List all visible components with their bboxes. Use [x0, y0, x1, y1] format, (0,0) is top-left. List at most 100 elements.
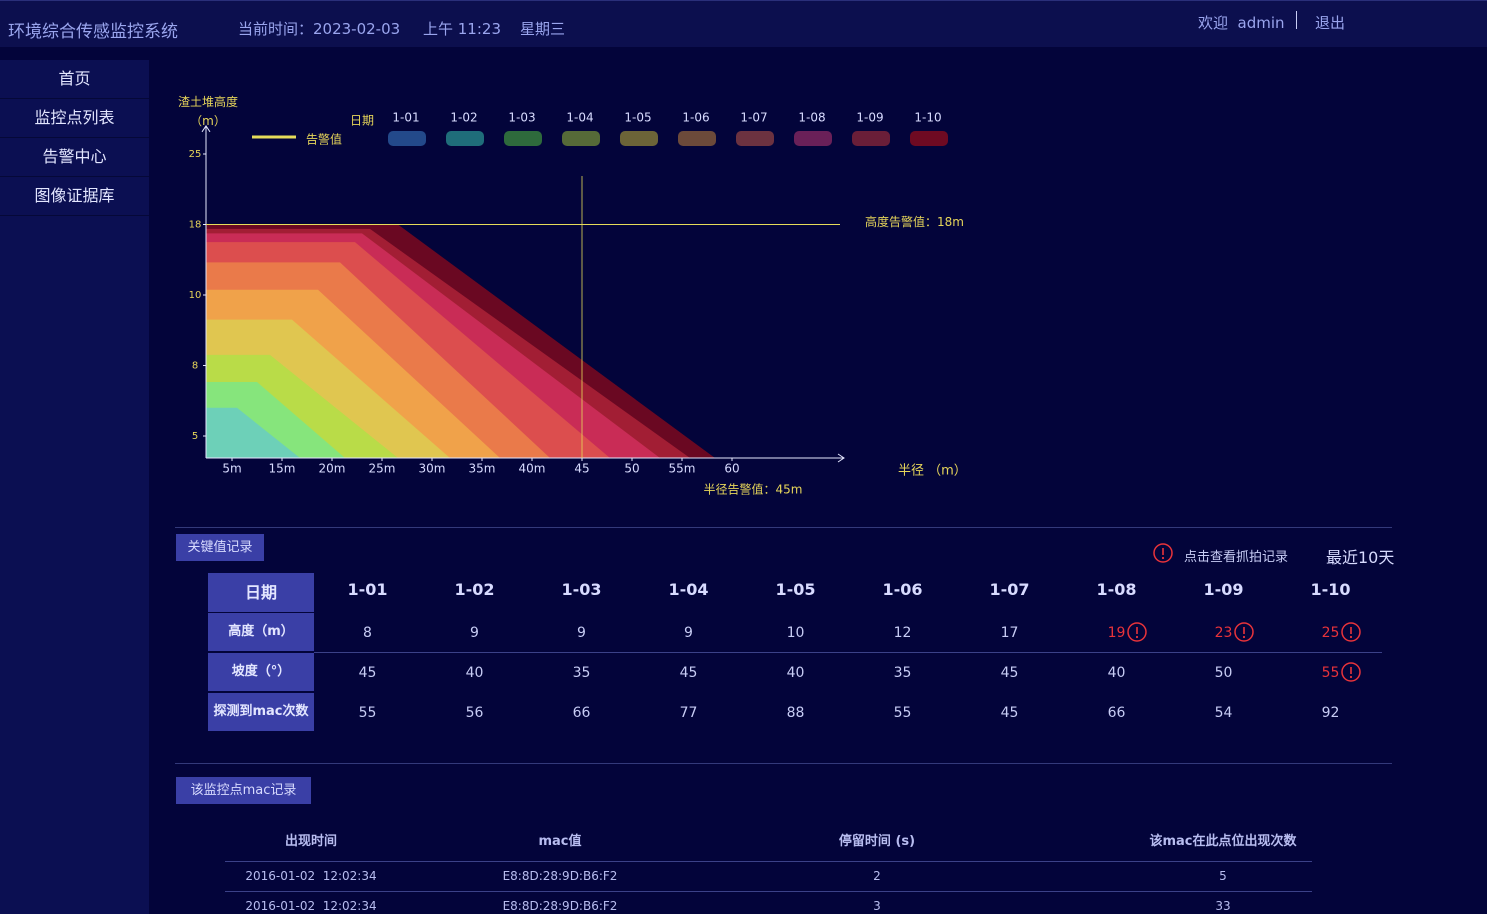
date-header: 1-06 — [882, 580, 923, 599]
cell: 9 — [470, 625, 479, 641]
date-header: 1-09 — [1203, 580, 1244, 599]
row-label: 高度（m） — [208, 613, 314, 651]
cell: 88 — [786, 705, 805, 721]
legend-label: 1-05 — [624, 111, 651, 125]
weekday: 星期三 — [520, 20, 566, 38]
x-tick-label: 30m — [419, 462, 446, 476]
date-header: 1-10 — [1310, 580, 1351, 599]
x-axis-label: 半径 （m） — [898, 464, 967, 479]
row-label: 坡度（°） — [208, 653, 314, 691]
legend-label: 1-02 — [450, 111, 477, 125]
icon-ring — [1234, 622, 1254, 642]
x-tick-label: 20m — [319, 462, 346, 476]
x-tick-label: 55m — [669, 462, 696, 476]
legend-label: 1-01 — [392, 111, 419, 125]
alarm-legend: 告警值 — [306, 132, 342, 147]
icon-ring — [1341, 622, 1361, 642]
legend-swatch — [388, 131, 426, 146]
logout[interactable]: 退出 — [1315, 14, 1346, 32]
cell: 5 — [1219, 869, 1227, 883]
icon-dot — [1349, 635, 1353, 639]
column-header: 出现时间 — [284, 834, 337, 849]
legend-swatch — [736, 131, 774, 146]
date-header: 1-08 — [1096, 580, 1137, 599]
cell: 2 — [873, 869, 881, 883]
nav-item[interactable]: 图像证据库 — [0, 177, 149, 216]
legend-swatch — [446, 131, 484, 146]
alert-icon[interactable] — [1340, 661, 1362, 683]
section-button[interactable]: 该监控点mac记录 — [176, 777, 311, 804]
cell: 8 — [363, 625, 372, 641]
icon-ring — [1153, 543, 1173, 563]
legend-label: 1-10 — [914, 111, 941, 125]
legend-swatch — [678, 131, 716, 146]
snapshot-link[interactable]: 点击查看抓拍记录 — [1184, 550, 1289, 565]
x-axis-arrow — [837, 453, 845, 463]
row-label: 探测到mac次数 — [208, 693, 314, 731]
date-header: 1-01 — [347, 580, 388, 599]
legend-swatch — [620, 131, 658, 146]
legend-label: 1-07 — [740, 111, 767, 125]
cell: 45 — [358, 665, 377, 681]
legend-label: 1-09 — [856, 111, 883, 125]
nav-item[interactable]: 首页 — [0, 60, 149, 99]
cell: 66 — [1107, 705, 1126, 721]
cell: 54 — [1214, 705, 1233, 721]
cell: E8:8D:28:9D:B6:F2 — [502, 869, 618, 883]
alert-icon[interactable] — [1152, 542, 1174, 564]
cell: 35 — [572, 665, 591, 681]
cell: 45 — [1000, 665, 1019, 681]
cell: 55 — [1321, 665, 1340, 681]
alert-icon[interactable] — [1233, 621, 1255, 643]
cell: 40 — [1107, 665, 1126, 681]
date-header: 1-03 — [561, 580, 602, 599]
nav-item[interactable]: 告警中心 — [0, 138, 149, 177]
time: 上午 11:23 — [423, 20, 501, 38]
x-tick-label: 35m — [469, 462, 496, 476]
y-tick-label: 5 — [192, 431, 198, 442]
legend-title: 日期 — [350, 114, 374, 128]
cell: 45 — [1000, 705, 1019, 721]
chart: 日期 告警值 半径 （m） 1-01 1-02 1-03 1-04 1-05 1-06 1-… — [189, 111, 967, 497]
cell: 55 — [893, 705, 912, 721]
alert-icon[interactable] — [1126, 621, 1148, 643]
date-header: 1-02 — [454, 580, 495, 599]
divider — [1296, 11, 1297, 29]
x-tick-label: 5m — [222, 462, 241, 476]
column-header: 停留时间 (s) — [838, 834, 916, 849]
range: 最近10天 — [1326, 548, 1395, 567]
cell: 9 — [684, 625, 693, 641]
alert-icon[interactable] — [1340, 621, 1362, 643]
icon-ring — [1127, 622, 1147, 642]
cell: 17 — [1000, 625, 1019, 641]
area — [206, 407, 300, 458]
x-tick-label: 45 — [574, 462, 589, 476]
y-axis-arrow — [201, 124, 211, 133]
date-header: 1-05 — [775, 580, 816, 599]
nav-item[interactable]: 监控点列表 — [0, 99, 149, 138]
legend-swatch — [504, 131, 542, 146]
divider — [175, 763, 1392, 764]
column-header: 该mac在此点位出现次数 — [1149, 834, 1297, 849]
header-cell: 日期 — [208, 573, 314, 612]
icon-dot — [1349, 675, 1353, 679]
cell: 77 — [679, 705, 698, 721]
cell: 25 — [1321, 625, 1340, 641]
y-tick-label: 18 — [189, 220, 202, 231]
legend-swatch — [794, 131, 832, 146]
section-button[interactable]: 关键值记录 — [176, 534, 264, 561]
cell: E8:8D:28:9D:B6:F2 — [502, 899, 618, 913]
y-tick-label: 10 — [189, 290, 202, 301]
cell: 3 — [873, 899, 881, 913]
divider — [225, 891, 1312, 892]
icon-dot — [1161, 556, 1165, 560]
cell: 23 — [1214, 625, 1233, 641]
date-header: 1-07 — [989, 580, 1030, 599]
welcome: 欢迎 admin — [1198, 14, 1285, 32]
date-header: 1-04 — [668, 580, 709, 599]
legend-label: 1-03 — [508, 111, 535, 125]
x-tick-label: 60 — [724, 462, 739, 476]
cell: 19 — [1107, 625, 1126, 641]
height-alarm-label: 高度告警值：18m — [865, 214, 964, 229]
